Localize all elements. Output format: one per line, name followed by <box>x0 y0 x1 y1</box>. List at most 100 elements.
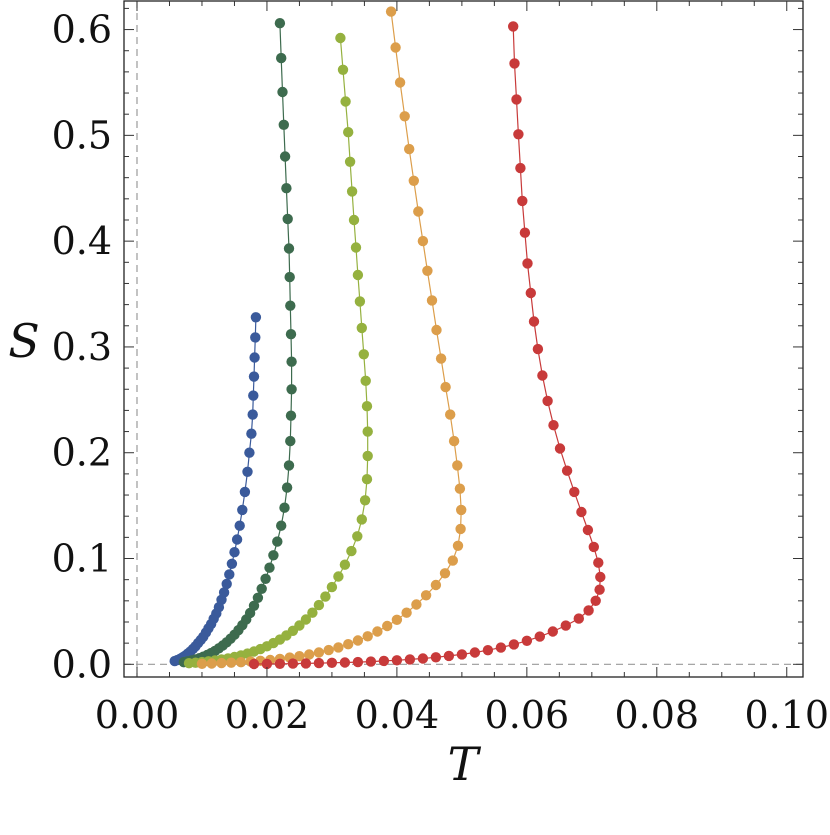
data-point <box>560 620 571 631</box>
data-point <box>448 435 460 447</box>
data-point <box>339 657 351 668</box>
data-point <box>519 227 531 238</box>
data-point <box>278 119 289 130</box>
data-point <box>286 356 297 367</box>
data-point <box>391 655 403 666</box>
y-tick-label: 0.3 <box>52 325 112 369</box>
data-point <box>399 111 410 122</box>
data-point <box>594 584 605 595</box>
series-5 <box>248 21 606 670</box>
data-point <box>285 329 297 340</box>
data-point <box>511 94 522 105</box>
data-point <box>274 18 286 29</box>
data-point <box>554 443 566 454</box>
data-point <box>359 495 371 506</box>
data-point <box>390 42 401 53</box>
data-point <box>304 649 315 660</box>
data-point <box>352 531 363 542</box>
data-point <box>411 599 422 610</box>
data-point <box>408 175 419 186</box>
data-point <box>576 506 587 518</box>
data-point <box>513 129 524 140</box>
data-point <box>356 322 367 334</box>
data-point <box>277 86 288 98</box>
y-tick-label: 0.2 <box>52 431 112 475</box>
data-point <box>221 578 232 590</box>
data-point <box>224 569 235 580</box>
data-point <box>391 614 403 625</box>
data-point <box>547 626 558 637</box>
data-point <box>525 287 536 299</box>
x-tick-label: 0.02 <box>225 693 310 737</box>
data-point <box>542 395 553 407</box>
data-point <box>248 600 260 611</box>
data-point <box>279 151 291 162</box>
data-point <box>447 555 458 566</box>
y-tick-label: 0.5 <box>52 113 112 157</box>
data-point <box>456 649 468 660</box>
data-point <box>235 657 247 668</box>
data-point <box>246 428 257 439</box>
data-point <box>229 547 240 558</box>
data-point <box>454 483 466 494</box>
data-point <box>561 465 573 476</box>
data-point <box>528 316 540 327</box>
data-point <box>307 607 318 618</box>
data-point <box>431 324 442 336</box>
data-point <box>430 652 442 663</box>
data-point <box>521 635 533 646</box>
data-point <box>333 642 344 653</box>
data-point <box>313 599 325 611</box>
data-point <box>469 647 481 658</box>
data-point <box>250 312 262 323</box>
data-point <box>548 420 559 431</box>
data-point <box>401 607 412 618</box>
data-point <box>590 595 601 606</box>
data-point <box>260 573 271 584</box>
data-point <box>439 568 451 579</box>
data-point <box>569 486 580 498</box>
data-point <box>337 64 349 76</box>
x-tick-label: 0.00 <box>95 693 180 737</box>
data-point <box>445 409 456 420</box>
data-point <box>352 269 364 281</box>
data-point <box>274 658 286 669</box>
data-point <box>242 466 253 477</box>
data-point <box>378 655 390 667</box>
data-point <box>234 520 245 531</box>
data-point <box>532 343 544 355</box>
data-point <box>515 162 526 174</box>
data-point <box>354 296 366 307</box>
data-point <box>343 639 354 650</box>
data-point <box>362 426 373 437</box>
data-point <box>282 213 293 225</box>
data-point <box>284 271 295 283</box>
data-point <box>276 520 287 531</box>
data-point <box>593 557 604 568</box>
data-point <box>248 658 260 670</box>
data-point <box>522 258 533 269</box>
series-3 <box>183 32 373 669</box>
data-point <box>362 450 373 462</box>
data-point <box>583 605 594 616</box>
plot-frame <box>123 0 804 678</box>
data-point <box>508 639 520 650</box>
data-point <box>404 143 415 155</box>
data-point <box>300 614 312 625</box>
data-point <box>573 613 584 624</box>
data-point <box>352 656 364 668</box>
data-point <box>281 482 293 493</box>
data-point <box>452 540 464 551</box>
series-4 <box>196 6 467 669</box>
data-point <box>249 352 260 363</box>
data-point <box>313 647 325 658</box>
data-point <box>417 653 429 664</box>
x-tick-label: 0.08 <box>614 693 699 737</box>
data-point <box>313 657 325 669</box>
data-point <box>350 242 362 253</box>
data-point <box>582 524 594 536</box>
axis-ticks <box>124 1 803 677</box>
data-point <box>281 183 292 194</box>
data-point <box>346 186 358 197</box>
